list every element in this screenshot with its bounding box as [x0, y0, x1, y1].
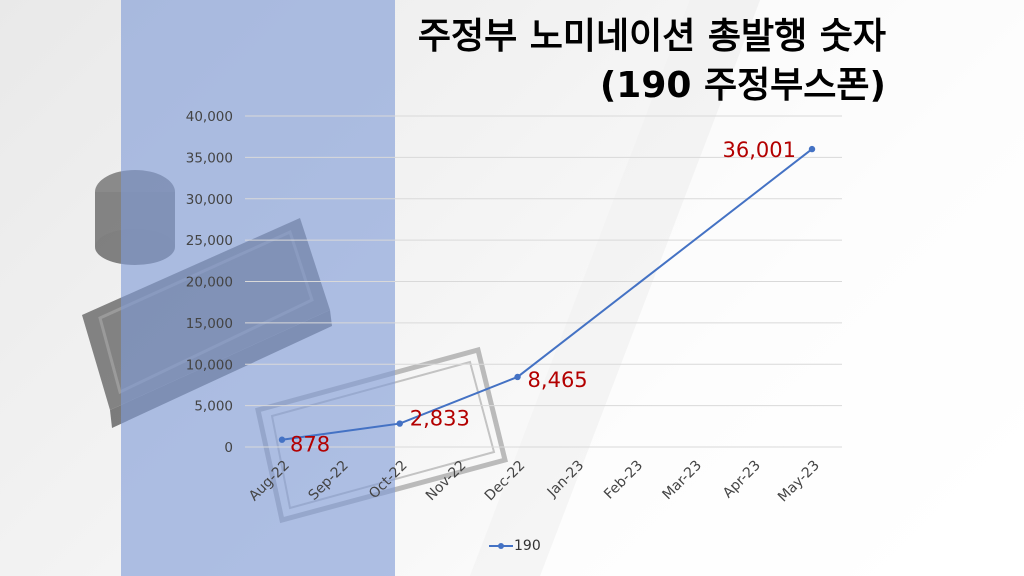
x-tick-label: Jan-23: [544, 458, 587, 501]
gridlines: [245, 115, 842, 448]
y-tick-label: 0: [224, 440, 233, 456]
legend-label: 190: [514, 538, 541, 554]
series-line: [281, 148, 813, 441]
data-labels: 878 2,833 8,465 36,001: [290, 138, 796, 457]
x-tick-label: Mar-23: [660, 458, 706, 504]
data-point: [396, 420, 403, 427]
data-label: 36,001: [723, 138, 796, 162]
y-tick-label: 20,000: [186, 275, 233, 291]
legend: 190: [488, 538, 541, 554]
x-axis: Aug-22 Sep-22 Oct-22 Nov-22 Dec-22 Jan-23 Feb-…: [246, 458, 823, 506]
y-tick-label: 30,000: [186, 192, 233, 208]
y-tick-label: 5,000: [194, 399, 233, 415]
chart-title-line1: 주정부 노미네이션 총발행 숫자: [417, 16, 886, 57]
x-tick-label: May-23: [775, 458, 823, 506]
x-tick-label: Sep-22: [306, 458, 352, 504]
x-tick-label: Oct-22: [366, 458, 411, 503]
data-point: [808, 145, 816, 153]
data-label: 2,833: [410, 407, 470, 431]
chart-title: 주정부 노미네이션 총발행 숫자 (190 주정부스폰): [418, 12, 886, 110]
x-tick-label: Aug-22: [246, 458, 293, 505]
x-tick-label: Apr-23: [720, 458, 764, 502]
y-axis: 0 5,000 10,000 15,000 20,000 25,000 30,000 35,0…: [186, 109, 233, 456]
data-label: 8,465: [528, 368, 588, 392]
x-tick-label: Dec-22: [482, 458, 529, 505]
y-tick-label: 10,000: [186, 357, 233, 373]
x-tick-label: Feb-23: [601, 458, 646, 503]
data-point: [514, 373, 521, 381]
legend-line-marker: [489, 543, 513, 549]
data-label: 878: [290, 433, 330, 457]
chart-title-line2: (190 주정부스폰): [599, 65, 886, 106]
highlight-band: [121, 0, 395, 576]
x-tick-label: Nov-22: [423, 458, 470, 505]
y-tick-label: 25,000: [186, 233, 233, 249]
series-190: [278, 145, 816, 443]
y-tick-label: 40,000: [186, 109, 233, 125]
y-tick-label: 15,000: [186, 316, 233, 332]
data-point: [278, 436, 286, 443]
y-tick-label: 35,000: [186, 150, 233, 166]
